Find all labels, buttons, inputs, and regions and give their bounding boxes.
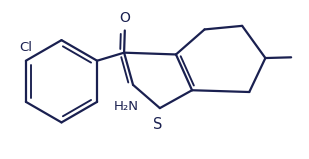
Text: Cl: Cl (19, 41, 32, 54)
Text: S: S (153, 117, 163, 132)
Text: O: O (119, 11, 130, 25)
Text: H₂N: H₂N (113, 100, 138, 113)
